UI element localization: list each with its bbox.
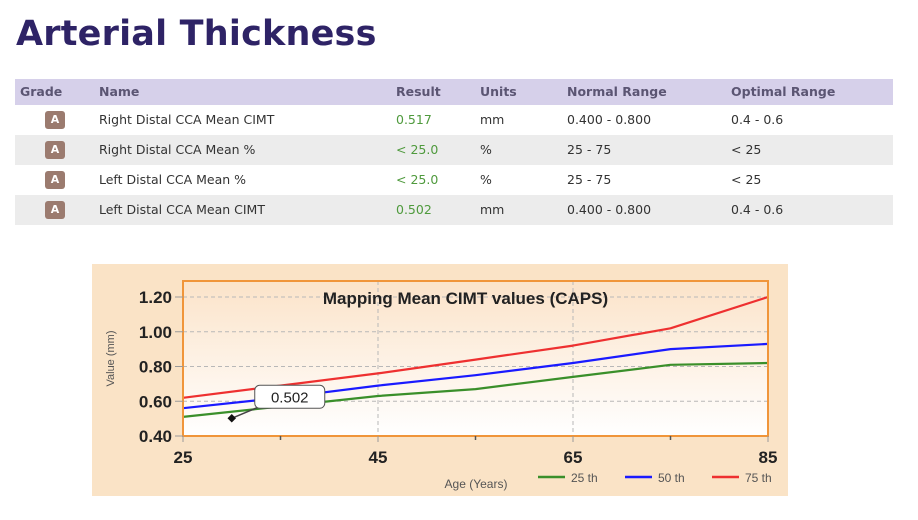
row-normal-range: 0.400 - 0.800 <box>567 202 652 217</box>
y-tick-label: 0.80 <box>139 358 172 377</box>
row-result: 0.502 <box>396 202 432 217</box>
row-normal-range: 0.400 - 0.800 <box>567 112 652 127</box>
annotation-label: 0.502 <box>271 389 309 406</box>
table-row: A Right Distal CCA Mean % < 25.0 % 25 - … <box>15 135 893 165</box>
row-name: Right Distal CCA Mean CIMT <box>99 112 275 127</box>
x-tick-label: 25 <box>174 448 193 467</box>
x-axis-label: Age (Years) <box>445 477 508 491</box>
results-table: Grade Name Result Units Normal Range Opt… <box>15 79 893 225</box>
header-optimal-range: Optimal Range <box>731 84 836 99</box>
row-result: < 25.0 <box>396 172 439 187</box>
grade-badge: A <box>45 201 65 219</box>
row-units: % <box>480 172 492 187</box>
row-optimal-range: 0.4 - 0.6 <box>731 202 784 217</box>
chart-title: Mapping Mean CIMT values (CAPS) <box>323 289 608 308</box>
row-name: Left Distal CCA Mean % <box>99 172 246 187</box>
header-name: Name <box>99 84 140 99</box>
row-optimal-range: < 25 <box>731 172 762 187</box>
row-name: Left Distal CCA Mean CIMT <box>99 202 265 217</box>
y-tick-label: 1.20 <box>139 288 172 307</box>
row-normal-range: 25 - 75 <box>567 172 612 187</box>
row-optimal-range: < 25 <box>731 142 762 157</box>
header-grade: Grade <box>20 84 63 99</box>
legend-label: 75 th <box>745 471 772 485</box>
table-row: A Left Distal CCA Mean CIMT 0.502 mm 0.4… <box>15 195 893 225</box>
row-result: < 25.0 <box>396 142 439 157</box>
table-header: Grade Name Result Units Normal Range Opt… <box>15 79 893 105</box>
row-name: Right Distal CCA Mean % <box>99 142 256 157</box>
table-row: A Left Distal CCA Mean % < 25.0 % 25 - 7… <box>15 165 893 195</box>
row-normal-range: 25 - 75 <box>567 142 612 157</box>
y-tick-label: 0.40 <box>139 427 172 446</box>
page-title: Arterial Thickness <box>16 14 377 54</box>
row-units: % <box>480 142 492 157</box>
grade-badge: A <box>45 111 65 129</box>
annotation-marker <box>227 414 236 423</box>
grade-badge: A <box>45 171 65 189</box>
row-result: 0.517 <box>396 112 432 127</box>
legend-label: 50 th <box>658 471 685 485</box>
chart-svg: 0.40 0.60 0.80 1.00 1.20 25 45 65 85 Mapping Mea… <box>105 280 778 491</box>
x-tick-label: 85 <box>759 448 778 467</box>
header-normal-range: Normal Range <box>567 84 667 99</box>
value-annotation: 0.502 <box>227 384 326 423</box>
row-units: mm <box>480 202 505 217</box>
table-row: A Right Distal CCA Mean CIMT 0.517 mm 0.… <box>15 105 893 135</box>
grade-badge: A <box>45 141 65 159</box>
row-optimal-range: 0.4 - 0.6 <box>731 112 784 127</box>
y-axis-label: Value (mm) <box>105 330 117 386</box>
x-tick-label: 65 <box>564 448 583 467</box>
y-tick-label: 0.60 <box>139 392 172 411</box>
annotation-box <box>254 384 326 409</box>
legend-label: 25 th <box>571 471 598 485</box>
y-tick-label: 1.00 <box>139 323 172 342</box>
row-units: mm <box>480 112 505 127</box>
header-result: Result <box>396 84 441 99</box>
cimt-chart: 0.40 0.60 0.80 1.00 1.20 25 45 65 85 Mapping Mea… <box>92 264 788 496</box>
x-tick-label: 45 <box>369 448 388 467</box>
header-units: Units <box>480 84 517 99</box>
chart-legend: 25 th 50 th 75 th <box>538 471 772 485</box>
